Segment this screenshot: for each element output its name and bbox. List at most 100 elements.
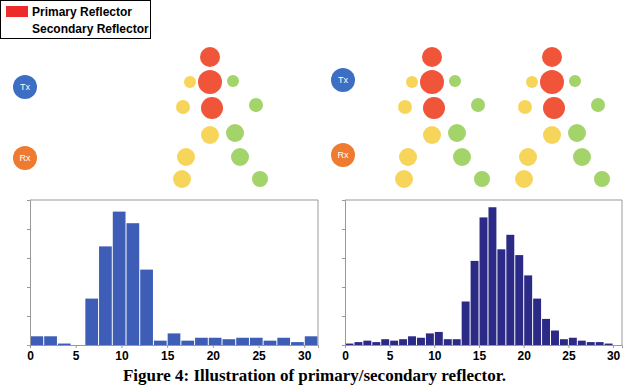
tick-label: 20: [518, 349, 532, 363]
reflector: [568, 124, 586, 142]
frame: [622, 200, 623, 345]
tick-label: 5: [73, 349, 80, 363]
bar: [58, 344, 71, 345]
bar: [44, 336, 57, 345]
reflector: [448, 124, 466, 142]
reflector: [177, 148, 195, 166]
bar: [435, 332, 443, 345]
tick: [27, 258, 30, 259]
diagram-panel: TxRx: [13, 47, 268, 188]
tick-mark: [342, 345, 345, 346]
reflector: [176, 100, 190, 114]
frame: [30, 200, 318, 201]
y-axis: [27, 201, 31, 346]
tick-label: 10: [115, 349, 129, 363]
reflector: [231, 148, 249, 166]
tick: 25: [252, 345, 266, 363]
bar: [587, 342, 595, 345]
reflector: [543, 126, 561, 144]
tick-label: 10: [428, 349, 442, 363]
bar: [85, 299, 98, 345]
bar: [291, 342, 304, 345]
tick-label: 15: [161, 349, 175, 363]
diagram-panel: TxRx: [331, 47, 610, 188]
tick-mark: [27, 345, 30, 346]
reflector: [399, 148, 417, 166]
bar: [381, 339, 389, 345]
axis-line: [27, 201, 31, 346]
tick-mark: [27, 200, 30, 201]
bar: [524, 275, 532, 345]
reflector: [198, 70, 222, 94]
tick: 30: [607, 345, 621, 363]
bar: [560, 339, 568, 345]
tick: [342, 316, 345, 317]
legend-swatch: [6, 6, 28, 17]
bar: [223, 339, 236, 345]
tick-mark: [342, 258, 345, 259]
reflector: [173, 170, 191, 188]
bar: [605, 344, 613, 345]
tick: 5: [387, 345, 394, 363]
tick: [27, 200, 30, 201]
bar: [372, 342, 380, 345]
tick-label: 0: [27, 349, 34, 363]
bar: [408, 336, 416, 345]
reflector: [423, 126, 441, 144]
tick: [342, 345, 345, 346]
reflector: [515, 170, 533, 188]
reflector: [519, 148, 537, 166]
reflector: [594, 171, 610, 187]
reflector: [398, 100, 412, 114]
bar: [346, 344, 354, 345]
reflector: [420, 70, 444, 94]
histogram: 0 5 10 15 20 25 30: [27, 200, 319, 363]
reflector: [573, 148, 591, 166]
tick: 20: [518, 345, 532, 363]
tick-mark: [342, 287, 345, 288]
reflector: [542, 47, 562, 67]
tick-mark: [27, 229, 30, 230]
bar: [596, 342, 604, 345]
reflector: [449, 75, 461, 87]
tick: 20: [207, 345, 221, 363]
y-axis: [342, 201, 346, 346]
bar: [542, 319, 550, 345]
tick-label: 30: [607, 349, 621, 363]
tick-label: 25: [562, 349, 576, 363]
tick-mark: [27, 316, 30, 317]
node: [331, 143, 355, 167]
bar: [515, 255, 523, 345]
reflector: [201, 126, 219, 144]
bar: [426, 333, 434, 345]
legend-box: [1, 1, 151, 39]
reflector: [201, 97, 223, 119]
bar: [390, 341, 398, 345]
node: [13, 75, 37, 99]
tick-mark: [27, 258, 30, 259]
x-axis: 0 5 10 15 20 25 30: [27, 345, 318, 363]
bar: [236, 338, 249, 345]
bar: [181, 341, 194, 345]
x-axis: 051015202530: [342, 345, 622, 363]
tick: 10: [428, 345, 442, 363]
bar: [72, 345, 85, 346]
tick: 30: [298, 345, 312, 363]
figure: Primary ReflectorSecondary ReflectorTxRx…: [0, 0, 629, 389]
node: [13, 146, 37, 170]
histogram: 051015202530: [342, 200, 623, 363]
bar: [305, 336, 318, 345]
bar: [354, 342, 362, 345]
tick-mark: [342, 229, 345, 230]
bar: [453, 339, 461, 345]
reflector: [406, 76, 418, 88]
reflector: [591, 98, 605, 112]
reflector: [226, 124, 244, 142]
reflector: [423, 97, 445, 119]
bar: [195, 338, 208, 345]
node-label: Rx: [20, 153, 31, 163]
tick-mark: [27, 287, 30, 288]
bar: [551, 331, 559, 346]
bar: [140, 270, 153, 345]
tick: 15: [161, 345, 175, 363]
